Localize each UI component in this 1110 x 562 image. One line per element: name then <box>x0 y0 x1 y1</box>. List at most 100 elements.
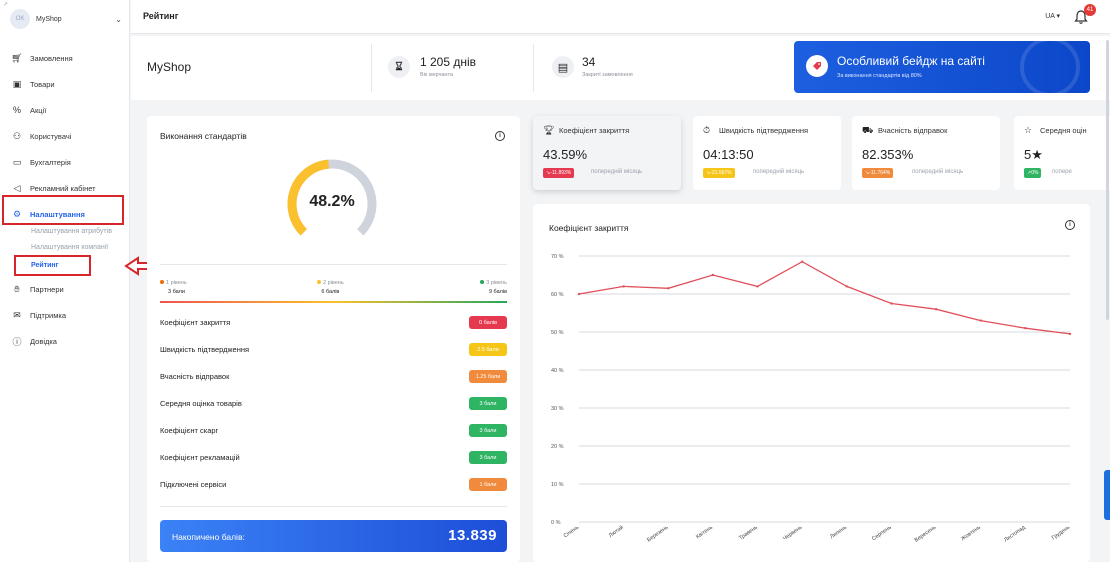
x-tick-label: Березень <box>646 525 669 544</box>
y-tick-label: 40 % <box>551 368 564 374</box>
topbar: Рейтинг UA ▾ 41 <box>131 0 1110 34</box>
total-points-value: 13.839 <box>448 527 497 544</box>
language-select[interactable]: UA ▾ <box>1045 13 1060 20</box>
kpi-card-confirmation-speed[interactable]: ⏱︎ Швидкість підтвердження 04:13:50 ↘ -2… <box>693 116 841 190</box>
gauge-percent: 48.2% <box>309 193 354 210</box>
star-icon: ☆ <box>1024 125 1033 135</box>
data-point[interactable] <box>622 285 625 288</box>
data-point[interactable] <box>845 285 849 288</box>
metric-name: Швидкість підтвердження <box>160 345 250 354</box>
promo-icon: % <box>12 105 21 115</box>
data-point[interactable] <box>756 285 759 288</box>
kpi-card-shipping-timeliness[interactable]: ⛟ Вчасність відправок 82.353% ↘ -11.764%… <box>852 116 1000 190</box>
metric-points-pill: 3 бали <box>469 451 507 464</box>
page-title: Рейтинг <box>143 11 179 21</box>
stopwatch-icon: ⏱︎ <box>703 125 711 135</box>
sidebar-item-label: Бухгалтерія <box>30 157 71 167</box>
info-icon[interactable]: i <box>495 131 505 141</box>
shop-title: MyShop <box>147 60 192 74</box>
badge-title: Особливий бейдж на сайті <box>837 54 985 68</box>
chevron-down-icon: ⌄ <box>115 14 122 24</box>
sidebar-item-label: Партнери <box>30 284 64 294</box>
x-tick-label: Травень <box>738 525 759 542</box>
hourglass-icon: ⌛︎ <box>388 56 410 78</box>
standards-gauge: 48.2% <box>287 159 377 236</box>
standards-title: Виконання стандартів <box>160 131 247 141</box>
data-point[interactable] <box>667 287 670 290</box>
series-line <box>578 260 1071 335</box>
sidebar-item-users[interactable]: ⚇ Користувачі <box>0 123 130 149</box>
y-tick-label: 30 % <box>551 406 564 412</box>
data-point[interactable] <box>577 292 581 296</box>
metric-row: Підключені сервіси 1 бали <box>160 478 507 492</box>
total-points-label: Накопичено балів: <box>172 532 245 542</box>
info-icon[interactable]: i <box>1065 220 1075 230</box>
badge-subtitle: За виконання стандартів від 80% <box>837 73 922 79</box>
subnav-item-rating[interactable]: Рейтинг <box>31 262 59 269</box>
wallet-icon: ▭ <box>12 156 22 167</box>
divider <box>160 264 507 265</box>
metric-name: Підключені сервіси <box>160 480 227 489</box>
sidebar-item-products[interactable]: ▣ Товари <box>0 71 130 97</box>
metric-row: Коефіцієнт рекламацій 3 бали <box>160 451 507 465</box>
kpi-change-chip: ↗ 0% <box>1024 168 1042 178</box>
metric-name: Коефіцієнт скарг <box>160 426 219 435</box>
sidebar-item-label: Довідка <box>30 336 57 346</box>
sidebar: ↗ OK MyShop ⌄ 🛒︎ Замовлення ▣ Товари % Акці… <box>0 0 130 562</box>
kpi-prev-label: попередній місяць <box>591 169 643 175</box>
highlight-box-rating <box>14 255 91 276</box>
notification-badge: 41 <box>1084 4 1096 16</box>
kpi-card-closure[interactable]: 🏆︎ Коефіцієнт закриття 43.59% ↘ -11.893%… <box>533 116 681 190</box>
sidebar-item-accounting[interactable]: ▭ Бухгалтерія <box>0 149 130 175</box>
sidebar-item-promotions[interactable]: % Акції <box>0 97 130 123</box>
closed-orders-value: 34 <box>582 55 596 69</box>
metric-row: Вчасність відправок 1.25 бали <box>160 370 507 384</box>
levels-row: 1 рівень 3 бали 2 рівень 6 балів 3 рівен… <box>160 280 507 300</box>
sidebar-item-ads[interactable]: ◁ Рекламний кабінет <box>0 175 130 201</box>
level-2: 2 рівень 6 балів <box>317 280 344 295</box>
page-scrollbar[interactable] <box>1106 40 1109 320</box>
shop-selector[interactable]: OK MyShop ⌄ <box>6 6 126 32</box>
language-label: UA <box>1045 13 1055 20</box>
kpi-change-value: -11.893% <box>550 170 572 176</box>
y-tick-label: 50 % <box>551 330 564 336</box>
sidebar-item-orders[interactable]: 🛒︎ Замовлення <box>0 45 130 71</box>
sidebar-item-help[interactable]: ⓘ Довідка <box>0 328 130 354</box>
sidebar-nav: 🛒︎ Замовлення ▣ Товари % Акції ⚇ Користувачі… <box>0 45 130 227</box>
data-point[interactable] <box>979 319 982 322</box>
data-point[interactable] <box>934 308 938 311</box>
kpi-prev-label: попере <box>1052 169 1072 175</box>
highlight-box-settings <box>2 195 124 225</box>
level-gradient-bar <box>160 301 507 303</box>
subnav-item-attributes[interactable]: Налаштування атрибутів <box>31 228 112 235</box>
sidebar-item-partners[interactable]: ✋︎ Партнери <box>0 276 130 302</box>
x-tick-label: Серпень <box>871 525 893 543</box>
x-tick-label: Січень <box>563 525 580 540</box>
level-dot <box>480 280 485 284</box>
closed-orders-label: Закриті замовлення <box>582 72 633 78</box>
data-point[interactable] <box>1024 327 1027 330</box>
sidebar-item-support[interactable]: ✉ Підтримка <box>0 302 130 328</box>
sidebar-nav-lower: ✋︎ Партнери ✉ Підтримка ⓘ Довідка <box>0 276 130 354</box>
level-name: 3 рівень <box>486 280 507 286</box>
metric-row: Швидкість підтвердження 2.5 бали <box>160 343 507 357</box>
bell-icon[interactable] <box>1072 8 1090 26</box>
data-point[interactable] <box>800 260 804 263</box>
subnav-item-company[interactable]: Налаштування компанії <box>31 244 109 251</box>
truck-icon: ⛟ <box>862 125 874 135</box>
sidebar-item-settings[interactable]: ⚙ Налаштування <box>0 201 130 227</box>
kpi-value: 04:13:50 <box>703 147 754 162</box>
sidebar-item-label: Налаштування <box>30 209 85 219</box>
total-points-card: Накопичено балів: 13.839 <box>160 520 507 552</box>
metric-name: Коефіцієнт закриття <box>160 318 231 327</box>
handshake-icon: ✋︎ <box>14 283 20 294</box>
side-tab[interactable] <box>1104 470 1110 520</box>
kpi-card-avg-rating[interactable]: ☆ Середня оцін 5★ ↗ 0% попере <box>1014 116 1110 190</box>
kpi-change-value: -21.567% <box>710 170 732 176</box>
data-point[interactable] <box>711 273 715 277</box>
special-badge-card[interactable]: Особливий бейдж на сайті За виконання ст… <box>794 41 1090 93</box>
data-point[interactable] <box>1068 332 1072 336</box>
data-point[interactable] <box>890 302 893 305</box>
box-icon: ▣ <box>12 78 22 89</box>
level-dot <box>317 280 321 284</box>
